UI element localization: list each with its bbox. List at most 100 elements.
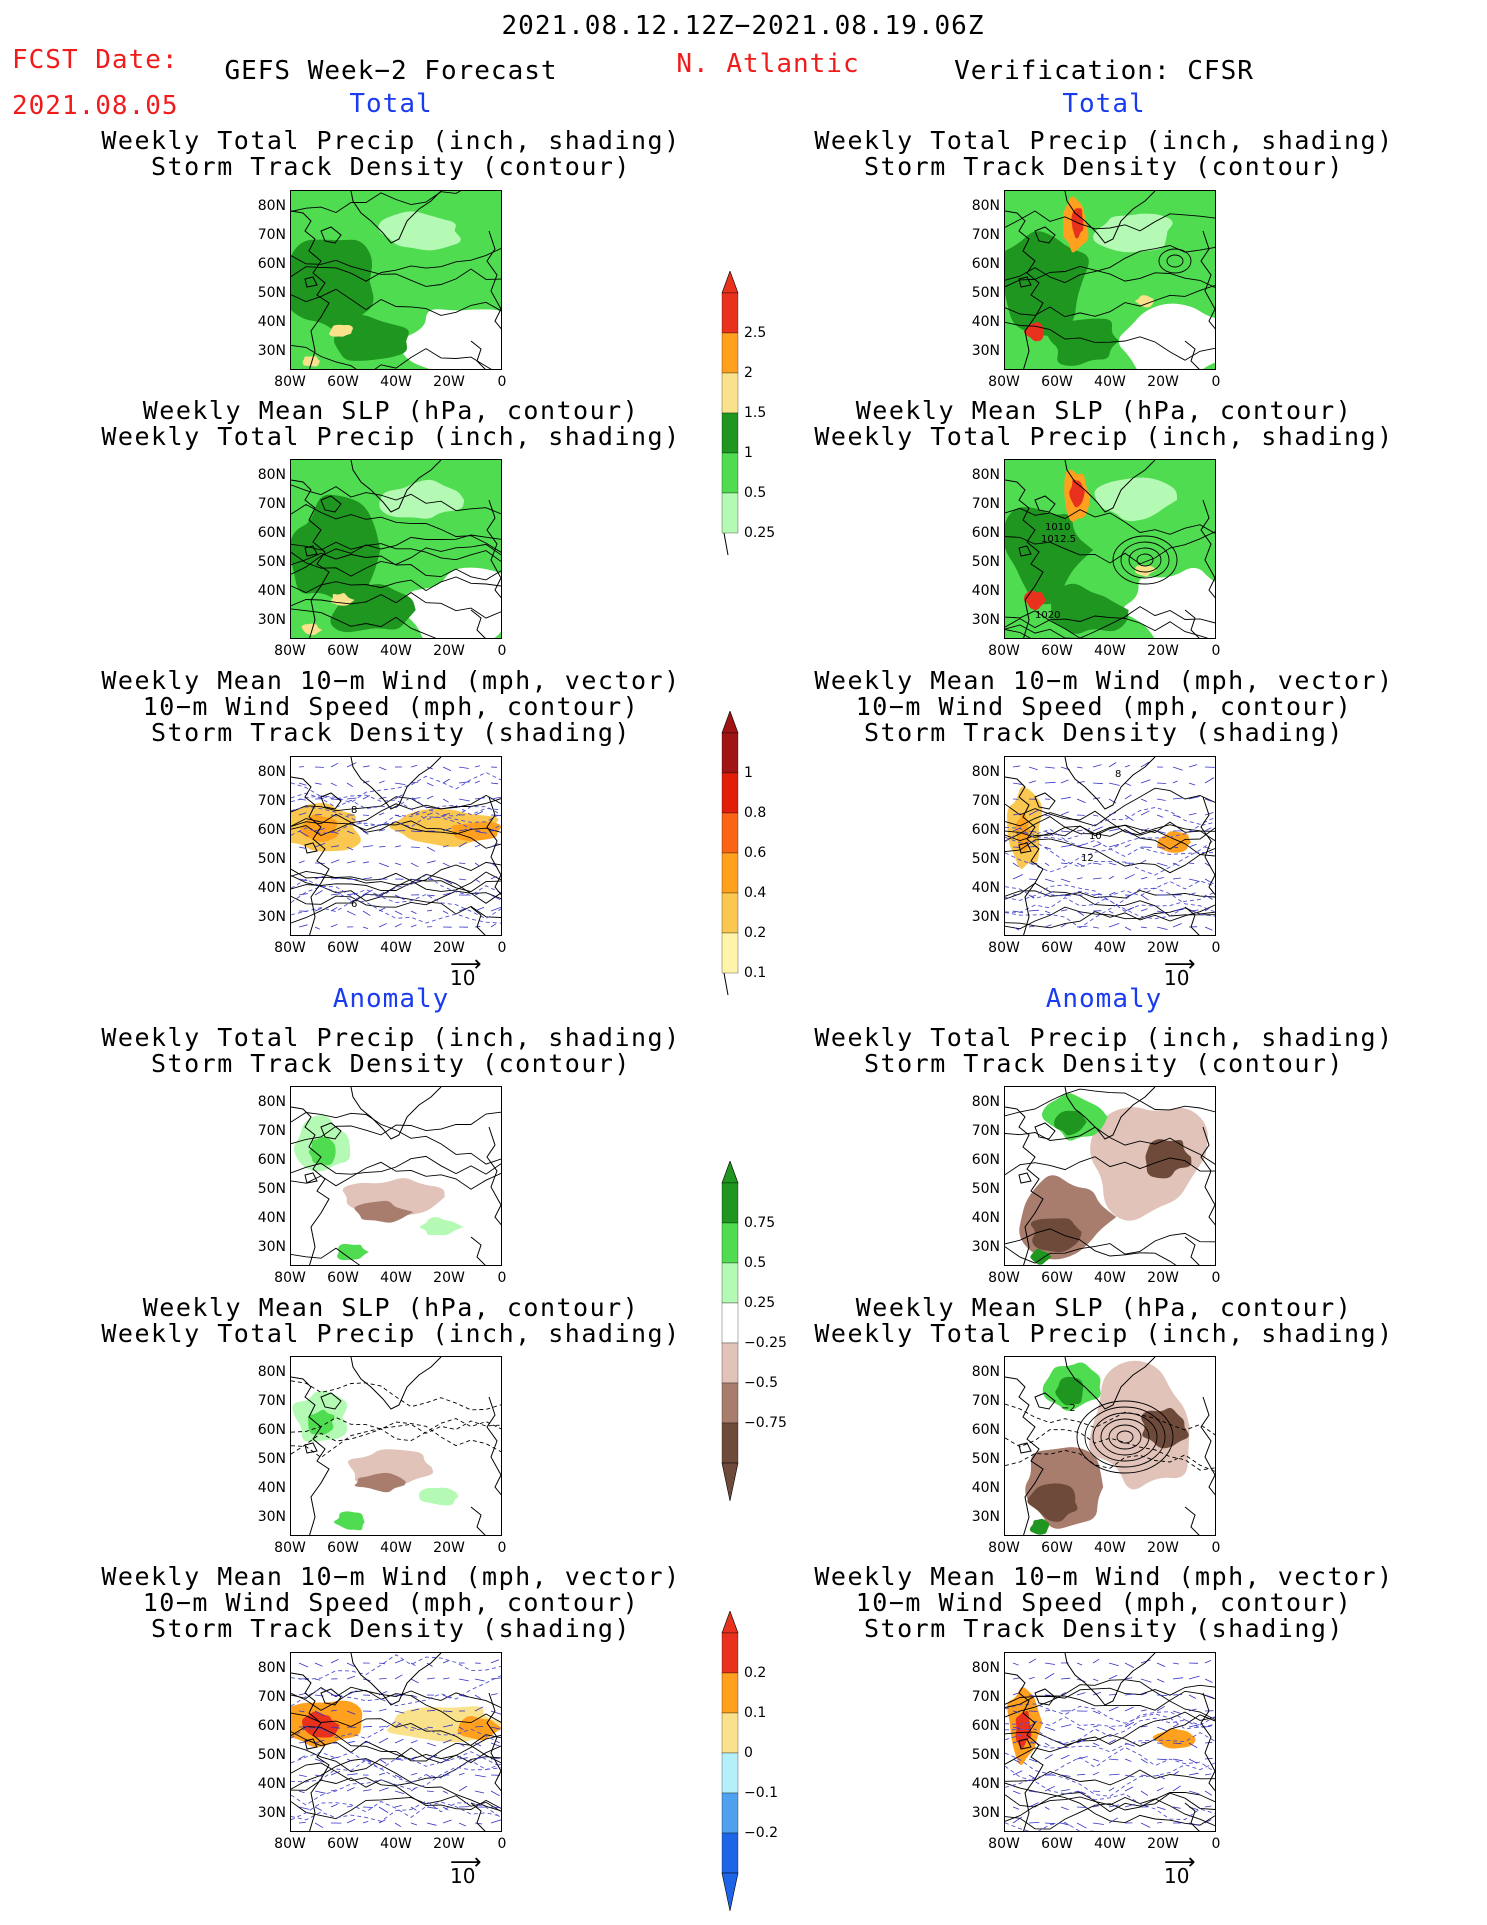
lon-tick-label: 60W [327, 1836, 359, 1852]
lon-tick-label: 60W [327, 1270, 359, 1286]
colorbar-arrow [721, 1872, 739, 1912]
wind-vector [442, 1694, 451, 1699]
colorbar-label: 0.5 [744, 485, 767, 501]
lon-tick-label: 40W [380, 940, 412, 956]
contour-line [1005, 882, 1215, 917]
contour-line [1005, 904, 1215, 929]
wind-vector [1092, 1710, 1101, 1715]
wind-vector [1108, 1773, 1120, 1776]
shading-area [1094, 477, 1177, 522]
wind-vector [490, 1693, 498, 1696]
wind-vector [1204, 1678, 1213, 1683]
wind-vector [1108, 1739, 1117, 1744]
lat-tick-label: 80N [971, 467, 1000, 483]
wind-vector [1204, 827, 1212, 832]
shading-area [1055, 1376, 1084, 1406]
wind-vector [362, 1725, 372, 1728]
wind-vector [394, 1790, 405, 1795]
vector-ref-cfsr-total: ⟶ 10 [1164, 952, 1196, 990]
wind-vector [1092, 1742, 1100, 1747]
wind-vector [1124, 1677, 1133, 1680]
lon-tick-label: 40W [1094, 940, 1126, 956]
wind-vector [1124, 843, 1131, 848]
wind-vector [1108, 812, 1117, 816]
wind-vector [1140, 828, 1150, 832]
lat-tick-label: 30N [257, 343, 286, 359]
wind-vector [346, 1758, 352, 1762]
lat-tick-label: 50N [257, 1451, 286, 1467]
wind-vector [1156, 862, 1168, 867]
map-cfsr-0 [1004, 190, 1216, 370]
wind-vector [362, 830, 369, 835]
coastline [320, 226, 342, 244]
contour-line [1005, 1232, 1215, 1264]
wind-vector [1124, 1786, 1134, 1792]
lat-tick-label: 70N [971, 793, 1000, 809]
contour-line [291, 1731, 501, 1760]
shading-area [1071, 208, 1084, 239]
coastline [304, 1442, 318, 1454]
wind-vector [458, 907, 467, 912]
lat-tick-label: 80N [257, 198, 286, 214]
wind-vector [1044, 910, 1051, 914]
lat-tick-label: 40N [971, 1210, 1000, 1226]
wind-vector [314, 1774, 323, 1777]
colorbar-label: −0.2 [744, 1825, 778, 1841]
colorbar-segment [721, 1262, 739, 1304]
coastline [1018, 1172, 1032, 1184]
wind-vector [1092, 1771, 1100, 1776]
contour-line [291, 608, 437, 638]
coastline [350, 1087, 442, 1140]
lat-tick-label: 40N [971, 1480, 1000, 1496]
contour-line [291, 1726, 501, 1762]
wind-vector [1188, 813, 1197, 816]
shading-area [330, 584, 416, 633]
wind-vector [426, 894, 435, 897]
contour-label: 1020 [1035, 610, 1060, 621]
contour-line [1076, 1400, 1174, 1474]
wind-vector [490, 1677, 501, 1680]
wind-vector [1108, 798, 1117, 804]
contour-line [1005, 1746, 1215, 1775]
wind-vector [1092, 862, 1102, 865]
coastline [1200, 1692, 1215, 1792]
wind-vector [1140, 798, 1148, 802]
wind-vector [378, 1662, 386, 1665]
wind-vector [1060, 1822, 1070, 1826]
shading-area [419, 1216, 464, 1236]
wind-vector [458, 1772, 465, 1776]
wind-vector [346, 878, 358, 880]
wind-vector [426, 782, 434, 787]
wind-vector [1060, 1754, 1070, 1760]
lat-tick-label: 40N [971, 583, 1000, 599]
contour-line [291, 792, 501, 817]
colorbar-total-track [720, 710, 740, 999]
contour-line [291, 1418, 501, 1455]
wind-vector [1028, 1774, 1036, 1779]
shading-area [1029, 1518, 1050, 1535]
lon-tick-label: 60W [327, 940, 359, 956]
wind-vector [346, 1710, 356, 1715]
colorbar-segment [721, 372, 739, 414]
wind-vector [378, 846, 386, 848]
panel-title-line: Weekly Total Precip (inch, shading) [814, 126, 1394, 155]
wind-vector [394, 845, 401, 848]
wind-vector [1044, 781, 1056, 784]
wind-vector [1204, 812, 1214, 816]
wind-vector [1108, 762, 1117, 768]
lat-tick-label: 50N [257, 1181, 286, 1197]
wind-vector [1028, 925, 1036, 928]
wind-vector [394, 862, 402, 866]
coastline [1034, 495, 1056, 513]
date-range-title: 2021.08.12.12Z−2021.08.19.06Z [501, 11, 985, 41]
lat-tick-label: 50N [971, 1451, 1000, 1467]
shading-area [300, 814, 338, 843]
wind-vector [1204, 907, 1211, 912]
lat-tick-label: 40N [257, 1210, 286, 1226]
shading-area [334, 314, 409, 361]
contour-line [1120, 541, 1170, 579]
contour-line [291, 1111, 501, 1145]
coastline [1005, 1672, 1044, 1831]
fcst-date-value: 2021.08.05 [12, 91, 179, 121]
wind-vector [1060, 909, 1068, 912]
